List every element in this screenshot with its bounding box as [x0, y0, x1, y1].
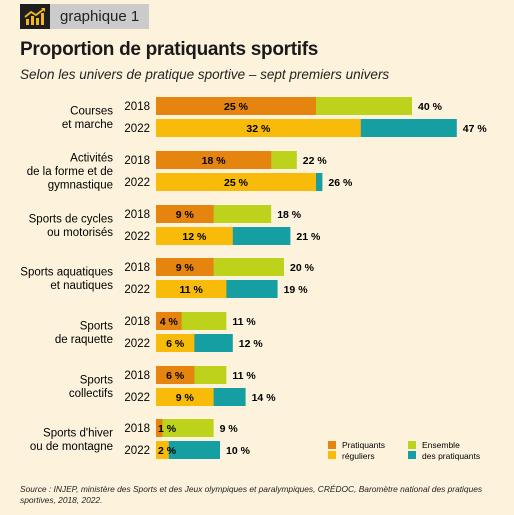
- value-label-ensemble: 14 %: [252, 392, 277, 404]
- value-label-ensemble: 18 %: [277, 209, 302, 221]
- year-label: 2022: [124, 338, 150, 350]
- value-label-ensemble: 12 %: [239, 338, 264, 350]
- bar-reguliers: [156, 312, 182, 330]
- value-label-ensemble: 20 %: [290, 262, 315, 274]
- value-label-ensemble: 11 %: [232, 316, 256, 328]
- bar-reguliers: [156, 366, 195, 384]
- legend-swatch: [408, 451, 416, 459]
- chart-title: Proportion de pratiquants sportifs: [20, 39, 319, 60]
- bar-reguliers: [156, 334, 195, 352]
- bar-reguliers: [156, 388, 214, 406]
- figure-header: graphique 1: [20, 4, 150, 29]
- bar-ensemble: [156, 441, 220, 459]
- category-label: Sports: [80, 320, 113, 332]
- value-label-reguliers: 25 %: [224, 177, 249, 189]
- category-label: de la forme et de: [27, 166, 113, 178]
- category-label: Activités: [70, 153, 113, 165]
- bar-reguliers: [156, 441, 169, 459]
- value-label-reguliers: 12 %: [182, 231, 207, 243]
- year-label: 2022: [124, 392, 150, 404]
- year-label: 2022: [124, 284, 150, 296]
- bar-reguliers: [156, 205, 214, 223]
- category-label: ou de montagne: [30, 441, 113, 453]
- legend-label: des pratiquants: [422, 451, 480, 461]
- value-label-reguliers: 9 %: [176, 392, 195, 404]
- value-label-reguliers: 18 %: [202, 155, 227, 167]
- category-label: et marche: [62, 119, 113, 131]
- category-label: gymnastique: [48, 180, 113, 192]
- bar-reguliers: [156, 119, 361, 137]
- legend-swatch: [328, 441, 336, 449]
- value-label-reguliers: 25 %: [224, 101, 249, 113]
- category-label: et nautiques: [50, 280, 113, 292]
- value-label-reguliers: 11 %: [180, 284, 204, 296]
- legend-swatch: [328, 451, 336, 459]
- legend-label: Ensemble: [422, 440, 460, 450]
- year-label: 2018: [124, 101, 150, 113]
- value-label-ensemble: 26 %: [328, 177, 353, 189]
- bar-chart: Courses et marche 2018 25 % 40 % 2022 32 % 47 %…: [20, 97, 488, 461]
- year-label: 2022: [124, 177, 150, 189]
- year-label: 2018: [124, 423, 150, 435]
- value-label-ensemble: 21 %: [296, 231, 321, 243]
- value-label-reguliers: 6 %: [166, 370, 185, 382]
- year-label: 2022: [124, 445, 150, 457]
- value-label-reguliers: 9 %: [176, 209, 195, 221]
- value-label-reguliers: 9 %: [176, 262, 195, 274]
- category-label: Sports: [80, 374, 113, 386]
- value-label-reguliers: 1 %: [158, 423, 177, 435]
- bar-reguliers: [156, 419, 163, 437]
- value-label-reguliers: 4 %: [160, 316, 179, 328]
- value-label-reguliers: 32 %: [246, 123, 271, 135]
- bar-reguliers: [156, 227, 233, 245]
- year-label: 2018: [124, 209, 150, 221]
- bar-reguliers: [156, 258, 214, 276]
- category-label: Sports d'hiver: [43, 427, 113, 439]
- value-label-ensemble: 10 %: [226, 445, 251, 457]
- legend-label: réguliers: [342, 451, 375, 461]
- trend-chart-icon: [20, 4, 50, 29]
- category-label: ou motorisés: [47, 227, 113, 239]
- category-label: Sports aquatiques: [20, 266, 113, 278]
- legend-label: Pratiquants: [342, 440, 385, 450]
- category-label: collectifs: [69, 388, 113, 400]
- year-label: 2022: [124, 231, 150, 243]
- value-label-ensemble: 11 %: [232, 370, 256, 382]
- category-label: Sports de cycles: [29, 213, 114, 225]
- bar-reguliers: [156, 151, 272, 169]
- legend-swatch: [408, 441, 416, 449]
- value-label-reguliers: 6 %: [166, 338, 185, 350]
- year-label: 2018: [124, 155, 150, 167]
- value-label-ensemble: 22 %: [303, 155, 328, 167]
- bar-reguliers: [156, 173, 316, 191]
- value-label-ensemble: 9 %: [220, 423, 239, 435]
- year-label: 2018: [124, 262, 150, 274]
- value-label-ensemble: 47 %: [463, 123, 488, 135]
- category-label: de raquette: [55, 334, 113, 346]
- source-note: Source : INJEP, ministère des Sports et …: [20, 484, 483, 505]
- bar-reguliers: [156, 97, 316, 115]
- category-label: Courses: [70, 105, 113, 117]
- year-label: 2022: [124, 123, 150, 135]
- year-label: 2018: [124, 316, 150, 328]
- bar-reguliers: [156, 280, 227, 298]
- value-label-ensemble: 19 %: [284, 284, 309, 296]
- chart-subtitle: Selon les univers de pratique sportive –…: [20, 67, 390, 82]
- value-label-reguliers: 2 %: [158, 445, 177, 457]
- figure-tag: graphique 1: [50, 4, 150, 29]
- value-label-ensemble: 40 %: [418, 101, 443, 113]
- bar-ensemble: [156, 419, 214, 437]
- year-label: 2018: [124, 370, 150, 382]
